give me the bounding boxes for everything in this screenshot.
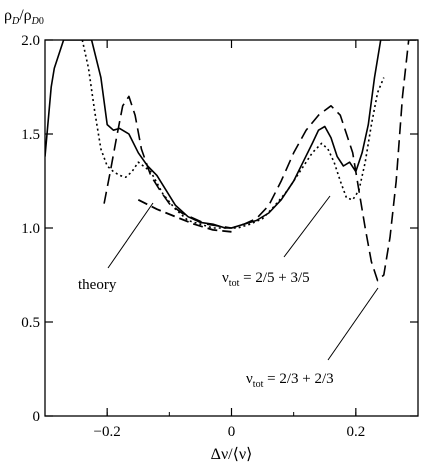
series-line-dotted — [81, 40, 385, 229]
series-line-dashed-theory — [137, 198, 232, 233]
y-tick-label: 0 — [33, 409, 41, 425]
x-tick-label: −0.2 — [94, 424, 121, 440]
annotation-theory: theory — [78, 277, 117, 293]
annotation-nu-23-23: νtot = 2/3 + 2/3 — [246, 371, 334, 390]
axes: ρD/ρD0 Δν/⟨ν⟩ — [4, 7, 419, 463]
x-axis-title: Δν/⟨ν⟩ — [211, 446, 253, 463]
annotation-nu-25-35: νtot = 2/5 + 3/5 — [222, 270, 310, 289]
annotations: theory νtot = 2/5 + 3/5 νtot = 2/3 + 2/3 — [78, 195, 379, 390]
nu25-pointer — [283, 195, 331, 258]
x-tick-label: 0 — [228, 424, 236, 440]
curves — [45, 40, 418, 282]
y-axis-title: ρD/ρD0 — [4, 7, 44, 27]
y-tick-label: 0.5 — [21, 315, 40, 331]
x-tick-label: 0.2 — [346, 424, 365, 440]
series-line-dashed — [103, 40, 418, 282]
y-tick-label: 1.5 — [21, 127, 40, 143]
theory-pointer — [107, 202, 154, 269]
nu23-pointer — [327, 287, 379, 361]
series-line-solid — [45, 40, 390, 229]
ticks: −0.2 0 0.2 0 0.5 1.0 1.5 2.0 — [21, 33, 419, 440]
y-tick-label: 2.0 — [21, 33, 40, 49]
y-tick-label: 1.0 — [21, 221, 40, 237]
